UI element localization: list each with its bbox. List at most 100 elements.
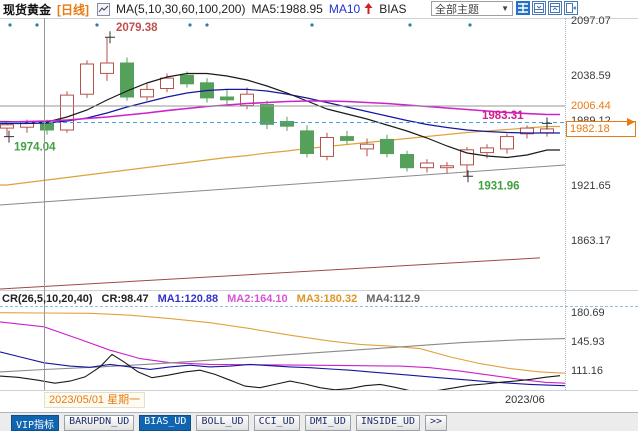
- theme-dropdown-value: 全部主题: [435, 3, 479, 16]
- toolbar: 现货黄金 [日线] MA(5,10,30,60,100,200) MA5:198…: [0, 0, 638, 18]
- tab-BIAS_UD[interactable]: BIAS_UD: [139, 415, 192, 431]
- date-axis-border: [0, 390, 638, 391]
- tab-BOLL_UD[interactable]: BOLL_UD: [196, 415, 249, 431]
- tab-BARUPDN_UD[interactable]: BARUPDN_UD: [64, 415, 135, 431]
- indicator-dot: [95, 23, 99, 27]
- cr-ma3-line: [0, 312, 566, 374]
- pane-layout-icon-3[interactable]: [564, 1, 578, 15]
- indicator-header-label-5: MA4:112.9: [366, 292, 421, 305]
- ma-formula-label: MA(5,10,30,60,100,200): [116, 2, 246, 16]
- indicator-header-label-4: MA3:180.32: [296, 292, 358, 305]
- chevron-down-icon: ▼: [501, 4, 509, 13]
- indicator-header-label-0: CR(26,5,10,20,40): [2, 292, 93, 305]
- candle-up: [100, 62, 114, 74]
- ma5-line: [0, 72, 560, 159]
- pane-layout-icon-2[interactable]: [548, 1, 562, 15]
- price-marker-arrow-icon: [627, 118, 635, 127]
- current-price-badge: 1982.18: [566, 120, 636, 137]
- channel-line: [0, 164, 566, 206]
- indicator-y-axis-label: 180.69: [571, 307, 605, 319]
- indicator-header-label-2: MA1:120.88: [157, 292, 219, 305]
- ma30-value-label: 1983.31: [482, 110, 524, 122]
- crosshair-vertical-line: [44, 18, 45, 390]
- grid-blue-icon[interactable]: [516, 1, 530, 15]
- candle-up: [80, 63, 94, 95]
- candle-up: [520, 127, 534, 135]
- low-price-label-2: 1931.96: [478, 180, 520, 192]
- candle-up: [140, 88, 154, 98]
- period-label[interactable]: [日线]: [57, 2, 90, 17]
- y-axis-label: 1863.17: [571, 235, 611, 248]
- candle-down: [300, 130, 314, 155]
- indicator-dot: [468, 23, 472, 27]
- candle-down: [280, 121, 294, 127]
- y-axis-label: 1921.65: [571, 179, 611, 192]
- bias-label: BIAS: [379, 2, 407, 16]
- cr-ma1-line: [0, 351, 566, 387]
- tab-INSIDE_UD[interactable]: INSIDE_UD: [355, 415, 421, 431]
- indicator-dot: [205, 23, 209, 27]
- theme-dropdown[interactable]: 全部主题 ▼: [431, 1, 513, 16]
- candle-down: [380, 138, 394, 155]
- extremum-cross-marker: [105, 31, 115, 44]
- toolbar-buttons: [516, 1, 578, 15]
- pane-layout-icon-1[interactable]: [532, 1, 546, 15]
- candle-up: [0, 124, 14, 129]
- tabs-overflow-button[interactable]: >>: [425, 415, 448, 431]
- indicator-dot: [35, 23, 39, 27]
- indicator-dot: [310, 23, 314, 27]
- main-chart-canvas[interactable]: 2079.38 1974.04 1931.96 1983.31: [0, 18, 638, 290]
- candle-up: [440, 165, 454, 169]
- tab-VIP指标[interactable]: VIP指标: [11, 415, 60, 431]
- indicator-dot: [408, 23, 412, 27]
- candle-up: [320, 137, 334, 157]
- cr-indicator-canvas[interactable]: [0, 306, 638, 390]
- indicator-header-label-1: CR:98.47: [101, 292, 149, 305]
- candle-up: [60, 94, 74, 131]
- main-chart-bottom-border: [0, 290, 638, 291]
- line-chart-icon[interactable]: [97, 2, 111, 16]
- crosshair-price-label: 2006.44: [571, 100, 611, 112]
- indicator-header-label-3: MA2:164.10: [227, 292, 288, 305]
- candle-up: [540, 128, 554, 134]
- candlestick-series: [0, 37, 554, 177]
- indicator-y-axis-label: 145.93: [571, 335, 605, 348]
- extremum-cross-marker: [4, 130, 14, 143]
- tab-CCI_UD[interactable]: CCI_UD: [253, 415, 300, 431]
- ma100-line: [0, 125, 560, 186]
- y-axis-label: 2097.07: [571, 14, 611, 27]
- high-price-label: 2079.38: [116, 22, 158, 34]
- indicator-dot: [188, 23, 192, 27]
- extremum-cross-marker: [542, 117, 552, 130]
- indicator-panel-separator: [0, 306, 638, 307]
- indicator-dot: [8, 23, 12, 27]
- candle-down: [220, 96, 234, 101]
- candle-down: [400, 154, 414, 169]
- cr-ma2-line: [0, 321, 566, 384]
- candle-down: [180, 74, 194, 85]
- pin-up-icon[interactable]: [364, 3, 373, 15]
- low-price-label-1: 1974.04: [14, 142, 56, 154]
- candle-up: [360, 143, 374, 150]
- ma10-label: MA10: [328, 2, 361, 16]
- ma200-line: [0, 257, 541, 290]
- candle-up: [480, 147, 494, 154]
- tab-DMI_UD[interactable]: DMI_UD: [304, 415, 351, 431]
- extremum-cross-marker: [463, 170, 473, 183]
- y-axis-label: 2038.59: [571, 69, 611, 82]
- x-axis-end-label: 2023/06: [505, 394, 545, 406]
- candle-down: [340, 136, 354, 141]
- cr-line: [0, 353, 561, 390]
- chart-top-border: [0, 18, 638, 19]
- symbol-name[interactable]: 现货黄金: [3, 2, 52, 17]
- indicator-header: CR(26,5,10,20,40) CR:98.47 MA1:120.88 MA2:1…: [2, 291, 420, 306]
- candle-up: [420, 162, 434, 169]
- y-axis-separator: [565, 18, 566, 390]
- candle-down: [120, 62, 134, 98]
- ma5-value-label: MA5:1988.95: [251, 2, 323, 16]
- candle-up: [460, 149, 474, 166]
- indicator-y-axis-label: 111.16: [571, 364, 604, 377]
- candle-down: [260, 104, 274, 125]
- ma30-line: [0, 100, 560, 123]
- crosshair-date-label: 2023/05/01 星期一: [44, 392, 146, 408]
